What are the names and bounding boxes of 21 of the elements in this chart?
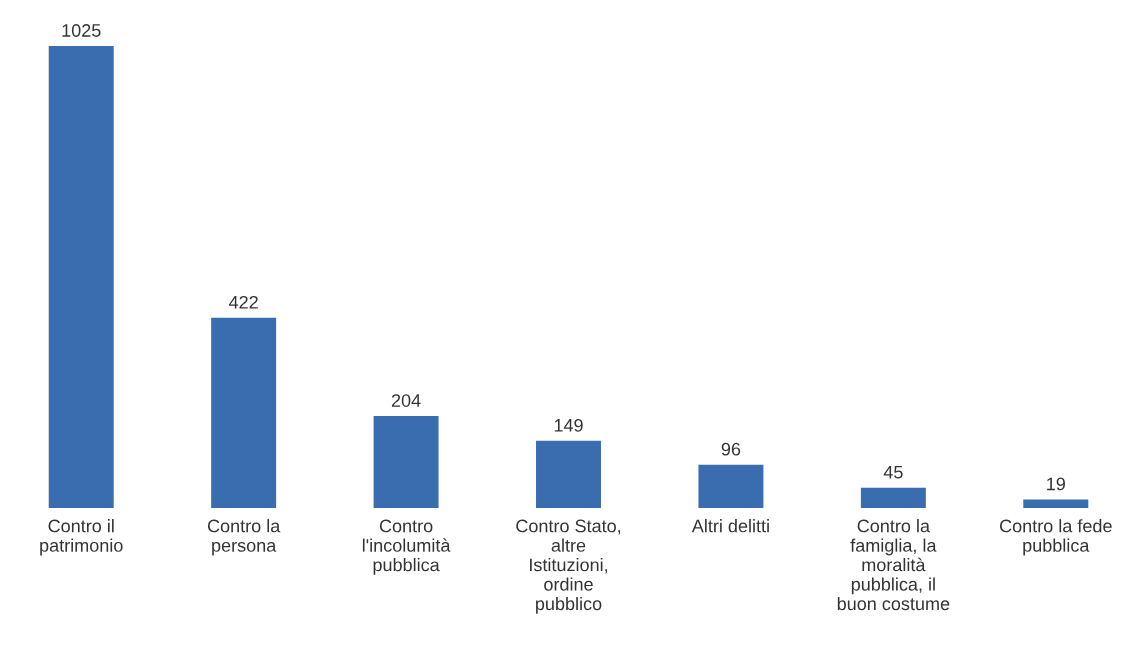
bar xyxy=(860,487,926,508)
bar xyxy=(1023,499,1089,508)
data-label: 96 xyxy=(721,442,741,456)
x-tick-label: Altri delitti xyxy=(691,519,769,533)
data-label: 204 xyxy=(391,394,421,407)
x-tick-label: Contro la famiglia, la moralità pubblica, il buon costume xyxy=(837,519,950,611)
bar xyxy=(698,464,764,508)
bar xyxy=(48,46,114,508)
bar xyxy=(211,317,277,508)
data-label: 1025 xyxy=(62,24,101,37)
data-label: 19 xyxy=(1047,477,1065,491)
bar xyxy=(373,416,439,508)
x-tick-label: Contro Stato, altre Istituzioni, ordine pubblico xyxy=(516,519,621,614)
bar xyxy=(536,440,601,508)
data-label: 45 xyxy=(883,465,903,479)
data-label: 422 xyxy=(229,295,258,309)
x-tick-label: Contro la persona xyxy=(207,519,281,556)
data-label: 149 xyxy=(554,418,583,432)
x-tick-label: Contro la fede pubblica xyxy=(1000,519,1112,556)
x-tick-label: Contro l'incolumità pubblica xyxy=(362,519,451,575)
x-tick-label: Contro il patrimonio xyxy=(40,519,123,556)
